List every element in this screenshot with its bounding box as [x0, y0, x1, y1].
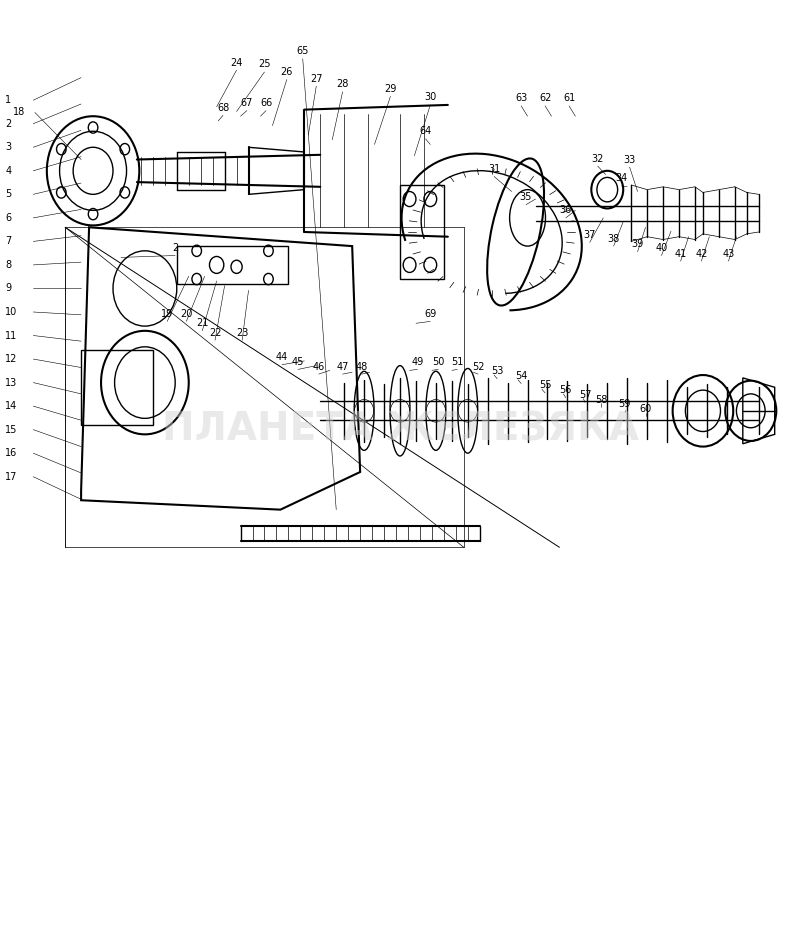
Text: 52: 52 — [472, 362, 484, 372]
Text: 42: 42 — [695, 248, 707, 259]
Text: 12: 12 — [6, 354, 18, 364]
Text: 15: 15 — [6, 425, 18, 434]
Text: 7: 7 — [6, 236, 12, 246]
Text: 43: 43 — [722, 248, 734, 259]
Text: 56: 56 — [560, 385, 572, 396]
Text: 40: 40 — [655, 243, 668, 253]
Text: 20: 20 — [180, 309, 193, 319]
Text: 28: 28 — [337, 79, 349, 90]
Text: 33: 33 — [623, 155, 636, 164]
Text: 26: 26 — [281, 67, 293, 77]
Text: 53: 53 — [491, 366, 503, 377]
Text: 69: 69 — [424, 309, 437, 319]
Text: 47: 47 — [337, 362, 349, 372]
Text: 2: 2 — [172, 243, 178, 253]
Text: 18: 18 — [14, 108, 26, 117]
Text: 61: 61 — [563, 93, 575, 103]
Text: 37: 37 — [583, 229, 596, 240]
Text: 63: 63 — [515, 93, 527, 103]
Text: 49: 49 — [411, 357, 424, 367]
Text: 35: 35 — [520, 193, 532, 202]
Text: ПЛАНЕТА ЖЕЛЕЗЯКА: ПЛАНЕТА ЖЕЛЕЗЯКА — [162, 411, 638, 448]
Text: 19: 19 — [161, 309, 174, 319]
Text: 16: 16 — [6, 448, 18, 458]
Text: 27: 27 — [310, 74, 322, 84]
Text: 3: 3 — [6, 143, 11, 152]
Text: 62: 62 — [539, 93, 551, 103]
Text: 46: 46 — [313, 362, 325, 372]
Text: 36: 36 — [560, 206, 572, 215]
Text: 30: 30 — [424, 93, 437, 102]
Text: 45: 45 — [292, 357, 304, 367]
Text: 14: 14 — [6, 401, 18, 412]
Text: 4: 4 — [6, 166, 11, 176]
Text: 58: 58 — [594, 395, 607, 405]
Text: 31: 31 — [488, 164, 500, 174]
Text: 41: 41 — [674, 248, 686, 259]
Text: 67: 67 — [241, 98, 253, 108]
Text: 6: 6 — [6, 212, 11, 223]
Text: 10: 10 — [6, 307, 18, 317]
Text: 11: 11 — [6, 330, 18, 341]
Text: 59: 59 — [618, 399, 631, 410]
Text: 57: 57 — [578, 390, 591, 400]
Text: 54: 54 — [515, 371, 527, 381]
Text: 66: 66 — [260, 98, 272, 108]
Text: 34: 34 — [615, 174, 628, 183]
Text: 48: 48 — [356, 362, 368, 372]
Text: 39: 39 — [631, 239, 644, 249]
Text: 8: 8 — [6, 260, 11, 270]
Text: 9: 9 — [6, 283, 11, 294]
Text: 5: 5 — [6, 190, 12, 199]
Text: 13: 13 — [6, 378, 18, 388]
Text: 44: 44 — [276, 352, 288, 362]
Text: 21: 21 — [196, 318, 209, 329]
Text: 2: 2 — [6, 119, 12, 128]
Text: 64: 64 — [419, 126, 432, 136]
Text: 23: 23 — [236, 328, 248, 338]
Text: 24: 24 — [230, 58, 242, 68]
Text: 17: 17 — [6, 472, 18, 481]
Text: 51: 51 — [451, 357, 463, 367]
Text: 32: 32 — [591, 154, 604, 163]
Text: 65: 65 — [297, 46, 309, 57]
Text: 60: 60 — [639, 404, 652, 413]
Text: 22: 22 — [209, 328, 222, 338]
Text: 55: 55 — [539, 380, 551, 391]
Text: 29: 29 — [384, 84, 397, 93]
Text: 50: 50 — [432, 357, 445, 367]
Text: 68: 68 — [217, 103, 229, 112]
Text: 25: 25 — [258, 59, 270, 70]
Text: 1: 1 — [6, 95, 11, 105]
Text: 38: 38 — [607, 233, 620, 244]
